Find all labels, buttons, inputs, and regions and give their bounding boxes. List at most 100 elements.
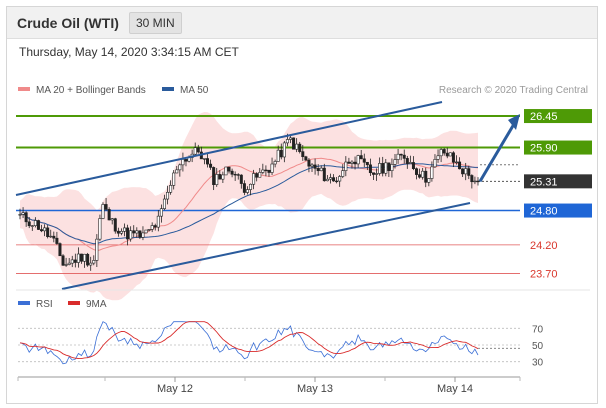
forecast-arrow-head: [508, 114, 520, 131]
candle-body: [221, 174, 225, 180]
candle-body: [255, 173, 259, 178]
candle-body: [196, 147, 200, 153]
candle-body: [27, 221, 31, 227]
legend-swatch: [18, 301, 30, 305]
candle-body: [325, 178, 329, 182]
candle-body: [310, 164, 314, 167]
candle-body: [371, 172, 375, 175]
candle-body: [418, 174, 422, 178]
candle-body: [301, 151, 305, 158]
candle-body: [319, 167, 323, 172]
candle-body: [415, 168, 419, 175]
candle-body: [181, 159, 185, 166]
candle-body: [249, 183, 253, 190]
candle-body: [147, 229, 151, 231]
channel-lower-line: [61, 202, 471, 290]
candle-body: [347, 161, 351, 164]
candle-body: [408, 162, 412, 164]
candle-body: [350, 161, 354, 164]
candle-body: [368, 164, 372, 174]
candle-body: [252, 173, 256, 185]
candle-body: [476, 180, 480, 183]
legend-label: RSI: [36, 299, 53, 310]
candle-body: [236, 174, 240, 176]
candle-body: [316, 168, 320, 172]
candle-body: [110, 218, 114, 221]
support-label: 23.70: [530, 269, 558, 281]
forecast-arrow: [478, 114, 520, 183]
candle-body: [448, 152, 452, 157]
candle-body: [119, 230, 123, 234]
candle-body: [144, 229, 148, 234]
instrument-title: Crude Oil (WTI): [17, 15, 119, 31]
candle-body: [215, 174, 219, 185]
candle-body: [18, 214, 22, 216]
legend-label: 9MA: [86, 299, 107, 310]
pivot-label: 24.80: [530, 206, 558, 218]
forecast-arrow-shaft: [478, 123, 516, 183]
candle-body: [399, 153, 403, 156]
trend-channel: [15, 101, 471, 290]
candle-body: [295, 143, 299, 150]
candle-body: [129, 230, 133, 240]
candle-body: [76, 253, 80, 263]
candle-body: [52, 235, 56, 239]
widget-header: Crude Oil (WTI) 30 MIN: [7, 7, 597, 39]
candle-body: [245, 189, 249, 193]
candle-body: [288, 137, 292, 140]
resistance-label-box: [524, 109, 592, 124]
candle-body: [328, 177, 332, 180]
candle-body: [390, 164, 394, 171]
candle-body: [356, 155, 360, 165]
candle-body: [212, 167, 216, 185]
candle-body: [439, 149, 443, 157]
candle-body: [396, 153, 400, 160]
candle-body: [153, 225, 157, 228]
candle-body: [227, 166, 231, 172]
candle-body: [24, 212, 28, 223]
rsi-9ma-line: [19, 321, 479, 360]
candle-body: [101, 204, 105, 219]
candle-body: [83, 253, 87, 262]
candle-body: [405, 158, 409, 164]
x-axis: May 12 May 13 May 14: [17, 376, 521, 395]
candle-body: [344, 161, 348, 171]
candle-body: [433, 159, 437, 168]
x-tick-label: May 13: [297, 383, 333, 395]
candle-body: [61, 255, 65, 266]
candle-body: [58, 243, 62, 257]
candle-body: [209, 163, 213, 168]
candle-body: [95, 238, 99, 261]
candle-body: [138, 230, 142, 238]
candle-body: [21, 212, 25, 215]
channel-upper-line: [15, 101, 443, 196]
rsi-legend: RSI 9MA: [18, 299, 107, 310]
rsi-panel: 70 50 30: [18, 321, 544, 369]
candle-body: [470, 175, 474, 183]
candle-body: [458, 161, 462, 170]
candle-body: [86, 253, 90, 266]
support-label: 24.20: [530, 240, 558, 252]
candle-body: [141, 232, 145, 238]
candle-body: [55, 237, 59, 244]
candle-body: [298, 143, 302, 152]
candle-body: [381, 163, 385, 174]
candle-body: [206, 158, 210, 165]
candle-body: [359, 155, 363, 160]
timeframe-button[interactable]: 30 MIN: [129, 12, 182, 34]
candle-body: [123, 227, 127, 232]
candle-body: [322, 167, 326, 182]
candle-body: [273, 161, 277, 165]
candle-body: [126, 227, 130, 240]
candle-body: [242, 183, 246, 193]
candle-body: [132, 230, 136, 234]
candle-body: [285, 139, 289, 144]
candle-body: [79, 253, 83, 262]
price-level-labels: 26.45 25.90 25.31 24.80 24.20 23.70: [524, 109, 592, 281]
candle-body: [33, 220, 37, 226]
candle-body: [411, 162, 415, 169]
candle-body: [169, 185, 173, 193]
candle-body: [424, 170, 428, 183]
candle-body: [30, 225, 34, 227]
candle-body: [202, 158, 206, 160]
